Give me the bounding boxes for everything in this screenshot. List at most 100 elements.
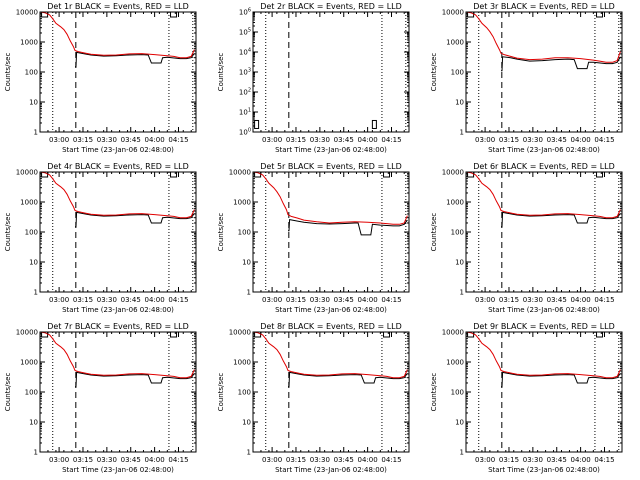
y-tick-label: 106 bbox=[239, 8, 251, 17]
lld-series-line bbox=[466, 332, 621, 379]
y-tick-label: 1 bbox=[460, 129, 464, 137]
panel-title: Det 8r BLACK = Events, RED = LLD bbox=[260, 322, 402, 331]
y-tick-label: 100 bbox=[451, 69, 464, 77]
x-tick-label: 04:15 bbox=[594, 296, 614, 304]
x-tick-label: 04:15 bbox=[168, 456, 188, 464]
panel-title: Det 2r BLACK = Events, RED = LLD bbox=[260, 2, 402, 11]
panel-det-7: Det 7r BLACK = Events, RED = LLD 1 10 100 10… bbox=[4, 322, 197, 474]
y-tick-label: 10000 bbox=[229, 329, 251, 337]
box-marker bbox=[596, 332, 604, 338]
y-tick-label: 10 bbox=[455, 259, 464, 267]
y-tick-label: 10 bbox=[29, 99, 38, 107]
panel-frame bbox=[252, 171, 410, 293]
y-tick-label: 10 bbox=[242, 419, 251, 427]
x-tick-label: 04:15 bbox=[168, 296, 188, 304]
panel-title: Det 4r BLACK = Events, RED = LLD bbox=[47, 162, 189, 171]
x-tick-label: 03:15 bbox=[499, 296, 519, 304]
box-marker bbox=[371, 119, 377, 129]
panel-title: Det 6r BLACK = Events, RED = LLD bbox=[473, 162, 615, 171]
y-tick-label: 10000 bbox=[229, 169, 251, 177]
panel-title: Det 3r BLACK = Events, RED = LLD bbox=[473, 2, 615, 11]
x-tick-label: 04:15 bbox=[381, 136, 401, 144]
x-tick-label: 03:30 bbox=[97, 136, 117, 144]
box-marker bbox=[170, 172, 178, 178]
x-tick-label: 03:00 bbox=[262, 456, 282, 464]
x-tick-label: 03:30 bbox=[523, 456, 543, 464]
x-tick-label: 03:00 bbox=[475, 296, 495, 304]
x-tick-label: 03:00 bbox=[475, 456, 495, 464]
x-tick-label: 03:30 bbox=[310, 136, 330, 144]
x-tick-label: 03:00 bbox=[262, 136, 282, 144]
x-tick-label: 03:45 bbox=[121, 456, 141, 464]
y-tick-label: 1 bbox=[34, 449, 38, 457]
lld-series-line bbox=[40, 172, 195, 219]
y-tick-label: 1000 bbox=[20, 39, 38, 47]
x-tick-label: 03:15 bbox=[499, 456, 519, 464]
x-axis-label: Start Time (23-Jan-06 02:48:00) bbox=[488, 146, 600, 154]
panel-data bbox=[253, 332, 408, 452]
x-tick-label: 03:45 bbox=[334, 136, 354, 144]
panel-title: Det 9r BLACK = Events, RED = LLD bbox=[473, 322, 615, 331]
lld-series-line bbox=[253, 172, 408, 225]
y-axis-label: Counts/sec bbox=[217, 213, 225, 252]
x-tick-label: 04:15 bbox=[594, 136, 614, 144]
x-tick-label: 03:15 bbox=[286, 456, 306, 464]
panel-frame bbox=[465, 171, 623, 293]
panel-data bbox=[466, 12, 621, 132]
panel-frame bbox=[465, 331, 623, 453]
x-tick-label: 03:30 bbox=[523, 296, 543, 304]
panel-title: Det 5r BLACK = Events, RED = LLD bbox=[260, 162, 402, 171]
y-tick-label: 10000 bbox=[16, 9, 38, 17]
events-series-line bbox=[75, 371, 195, 388]
x-tick-label: 04:15 bbox=[381, 296, 401, 304]
box-marker bbox=[383, 332, 391, 338]
x-tick-label: 04:00 bbox=[358, 456, 378, 464]
events-series-line bbox=[501, 56, 621, 72]
panel-det-5: Det 5r BLACK = Events, RED = LLD 1 10 100 10… bbox=[217, 162, 410, 314]
x-axis-label: Start Time (23-Jan-06 02:48:00) bbox=[275, 466, 387, 474]
y-tick-label: 1 bbox=[460, 449, 464, 457]
x-tick-label: 03:00 bbox=[49, 136, 69, 144]
x-tick-label: 03:00 bbox=[475, 136, 495, 144]
x-tick-label: 03:30 bbox=[97, 456, 117, 464]
box-marker bbox=[170, 332, 178, 338]
panel-frame bbox=[252, 11, 410, 133]
y-tick-label: 100 bbox=[25, 69, 38, 77]
y-axis-label: Counts/sec bbox=[4, 373, 12, 412]
x-tick-label: 03:15 bbox=[286, 136, 306, 144]
x-axis-label: Start Time (23-Jan-06 02:48:00) bbox=[275, 146, 387, 154]
y-tick-label: 10 bbox=[29, 419, 38, 427]
y-tick-label: 1000 bbox=[233, 359, 251, 367]
x-axis-label: Start Time (23-Jan-06 02:48:00) bbox=[62, 306, 174, 314]
panel-det-9: Det 9r BLACK = Events, RED = LLD 1 10 100 10… bbox=[430, 322, 623, 474]
x-tick-label: 03:45 bbox=[121, 136, 141, 144]
panel-det-1: Det 1r BLACK = Events, RED = LLD 1 10 100 10… bbox=[4, 2, 197, 154]
y-axis-label: Counts/sec bbox=[430, 213, 438, 252]
y-tick-label: 10000 bbox=[16, 329, 38, 337]
y-tick-label: 100 bbox=[25, 229, 38, 237]
box-marker bbox=[596, 172, 604, 178]
x-tick-label: 03:30 bbox=[97, 296, 117, 304]
x-tick-label: 03:45 bbox=[334, 456, 354, 464]
x-tick-label: 03:45 bbox=[121, 296, 141, 304]
x-tick-label: 03:30 bbox=[523, 136, 543, 144]
y-tick-label: 10000 bbox=[442, 9, 464, 17]
y-axis-label: Counts/sec bbox=[4, 213, 12, 252]
x-tick-label: 03:00 bbox=[49, 296, 69, 304]
events-series-line bbox=[288, 371, 408, 388]
panel-det-2: Det 2r BLACK = Events, RED = LLD 100 101 10… bbox=[217, 2, 410, 154]
x-tick-label: 03:30 bbox=[310, 296, 330, 304]
y-tick-label: 1000 bbox=[233, 199, 251, 207]
panel-det-3: Det 3r BLACK = Events, RED = LLD 1 10 100 10… bbox=[430, 2, 623, 154]
y-tick-label: 10 bbox=[455, 99, 464, 107]
y-tick-label: 103 bbox=[239, 68, 251, 77]
events-series-line bbox=[501, 371, 621, 388]
panel-data bbox=[253, 172, 408, 292]
panel-frame bbox=[39, 331, 197, 453]
x-tick-label: 04:00 bbox=[571, 456, 591, 464]
events-series-line bbox=[288, 219, 408, 236]
x-tick-label: 03:30 bbox=[310, 456, 330, 464]
panel-det-6: Det 6r BLACK = Events, RED = LLD 1 10 100 10… bbox=[430, 162, 623, 314]
x-tick-label: 04:15 bbox=[594, 456, 614, 464]
